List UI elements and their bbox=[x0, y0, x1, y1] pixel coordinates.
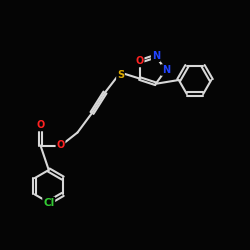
Text: O: O bbox=[56, 140, 64, 150]
Text: Cl: Cl bbox=[43, 198, 54, 207]
Text: N: N bbox=[152, 51, 160, 61]
Text: O: O bbox=[136, 56, 144, 66]
Text: O: O bbox=[36, 120, 44, 130]
Text: N: N bbox=[162, 65, 170, 75]
Text: S: S bbox=[117, 70, 124, 80]
